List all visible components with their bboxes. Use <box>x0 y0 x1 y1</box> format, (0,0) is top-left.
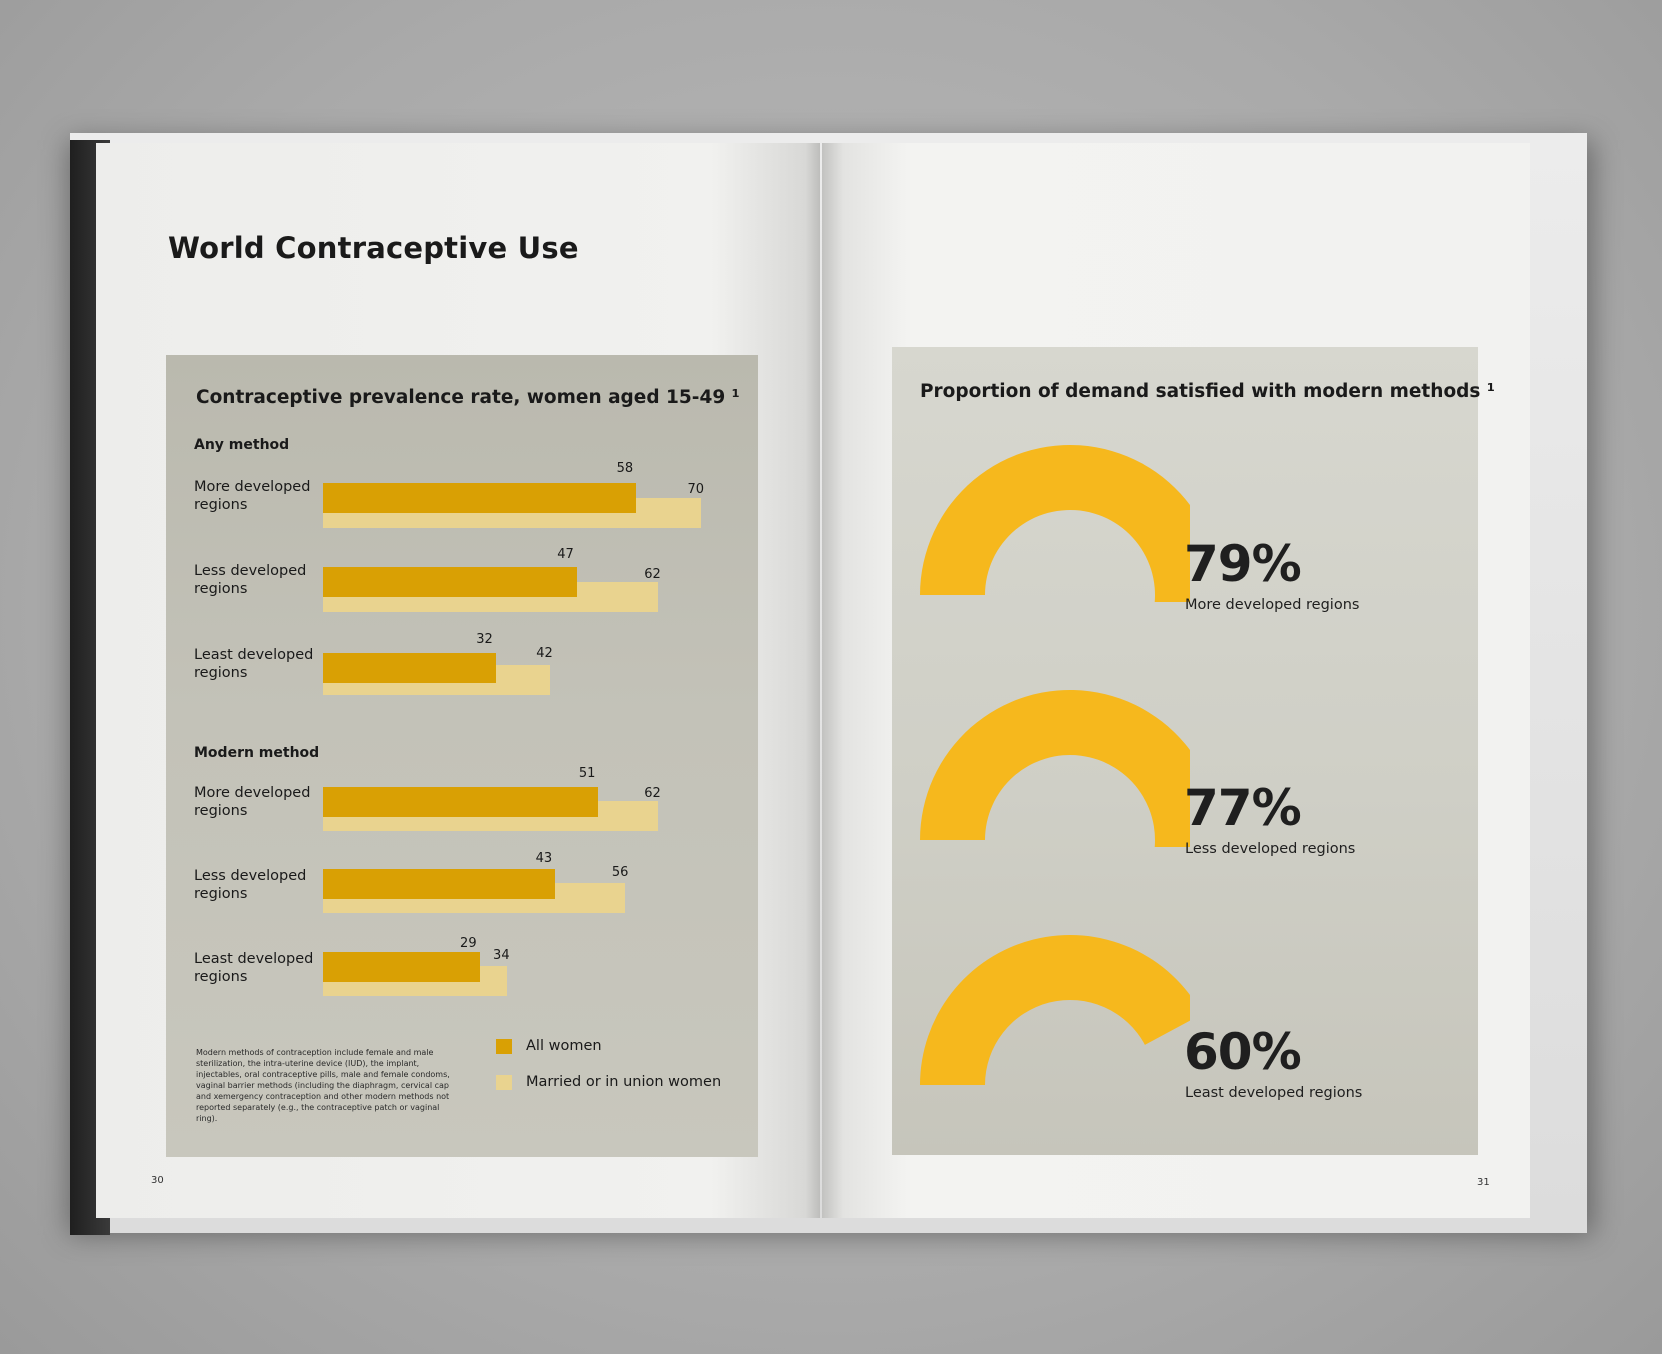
bar-all-modern-less <box>323 869 556 899</box>
right-page: Proportion of demand satisfied with mode… <box>822 143 1530 1218</box>
gauge-arc-least-developed <box>920 935 1190 1085</box>
prevalence-chart-title: Contraceptive prevalence rate, women age… <box>196 387 740 408</box>
category-label: Less developed regions <box>194 868 307 902</box>
legend-swatch-all-women <box>496 1039 512 1054</box>
category-label: More developed regions <box>194 479 311 513</box>
gauge-less-developed <box>920 690 1190 847</box>
value-label-married-modern-more: 62 <box>644 786 661 801</box>
value-label-all-modern-less: 43 <box>535 851 553 866</box>
page-title: World Contraceptive Use <box>168 231 579 265</box>
gauge-label-less-developed: Less developed regions <box>1185 841 1356 857</box>
demand-chart-panel: Proportion of demand satisfied with mode… <box>892 347 1495 1155</box>
gauge-arc-less-developed <box>920 690 1190 847</box>
page-number-left: 30 <box>151 1175 164 1186</box>
bar-all-modern-more <box>323 787 599 817</box>
footnote: Modern methods of contraception include … <box>196 1048 450 1123</box>
gauge-label-more-developed: More developed regions <box>1185 597 1360 613</box>
gauge-arc-more-developed <box>920 445 1190 602</box>
gauge-value-least-developed: 60% <box>1184 1023 1302 1081</box>
gauge-more-developed <box>920 445 1190 602</box>
gauge-least-developed <box>920 935 1190 1085</box>
page-number-right: 31 <box>1477 1177 1490 1188</box>
value-label-married-modern-less: 56 <box>611 865 629 880</box>
category-label: More developed regions <box>194 785 311 819</box>
bar-all-modern-least <box>323 952 480 982</box>
bar-all-any-least <box>323 653 496 683</box>
left-page: World Contraceptive Use Contraceptive pr… <box>96 143 820 1218</box>
category-label: Least developed regions <box>194 647 314 681</box>
prevalence-chart-panel: Contraceptive prevalence rate, women age… <box>166 355 758 1157</box>
value-label-married-any-least: 42 <box>536 646 553 661</box>
gauge-value-less-developed: 77% <box>1184 779 1302 837</box>
value-label-married-modern-least: 34 <box>493 948 510 963</box>
value-label-all-any-less: 47 <box>557 547 574 562</box>
category-label: Least developed regions <box>194 951 314 985</box>
value-label-married-any-more: 70 <box>687 482 704 497</box>
gauge-label-least-developed: Least developed regions <box>1185 1085 1363 1101</box>
legend-label: Married or in union women <box>526 1074 722 1090</box>
group-label-any-method: Any method <box>194 437 290 453</box>
value-label-all-any-more: 58 <box>616 461 634 476</box>
value-label-all-modern-least: 29 <box>460 936 477 951</box>
demand-chart-title: Proportion of demand satisfied with mode… <box>920 381 1495 402</box>
category-label: Less developed regions <box>194 563 307 597</box>
gauge-value-more-developed: 79% <box>1184 535 1302 593</box>
bar-all-any-less <box>323 567 577 597</box>
value-label-all-modern-more: 51 <box>578 766 596 781</box>
bar-all-any-more <box>323 483 637 513</box>
value-label-married-any-less: 62 <box>644 567 661 582</box>
value-label-all-any-least: 32 <box>476 632 493 647</box>
legend-swatch-married-women <box>496 1075 512 1090</box>
legend-label: All women <box>526 1038 602 1054</box>
group-label-modern-method: Modern method <box>194 745 320 761</box>
